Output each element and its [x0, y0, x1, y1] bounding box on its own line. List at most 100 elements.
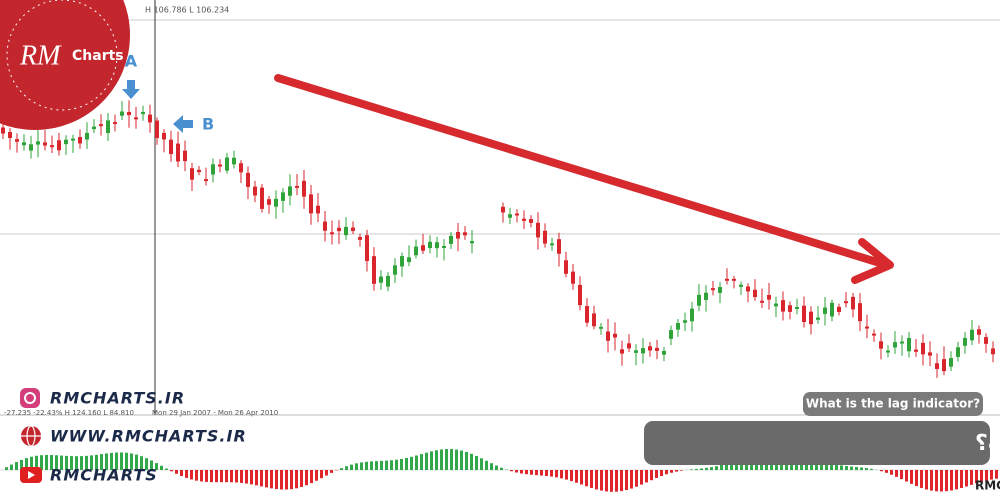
candle-body — [295, 185, 299, 188]
candle-body — [470, 240, 474, 244]
candle-body — [358, 237, 362, 240]
macd-bar — [170, 470, 173, 472]
macd-bar — [250, 470, 253, 485]
candle-body — [127, 111, 131, 116]
macd-bar — [980, 470, 983, 482]
macd-bar — [420, 454, 423, 470]
macd-bar — [120, 452, 123, 470]
macd-bar — [435, 450, 438, 470]
macd-bar — [585, 470, 588, 487]
macd-bar — [595, 470, 598, 490]
candle-body — [858, 303, 862, 322]
candle-body — [1, 127, 5, 134]
candle-body — [456, 231, 460, 239]
candle-body — [767, 294, 771, 300]
macd-bar — [200, 470, 203, 482]
candle-body — [43, 142, 47, 146]
macd-bar — [620, 470, 623, 492]
candle-body — [113, 121, 117, 124]
macd-bar — [670, 470, 673, 473]
candle-body — [921, 342, 925, 355]
macd-bar — [350, 464, 353, 470]
candle-body — [795, 306, 799, 309]
candle-body — [613, 333, 617, 338]
macd-bar — [635, 470, 638, 487]
candle-body — [543, 230, 547, 244]
candle-body — [330, 232, 334, 235]
macd-bar — [960, 470, 963, 489]
candle-body — [872, 333, 876, 336]
macd-bar — [485, 460, 488, 470]
candle-body — [162, 132, 166, 140]
macd-bar — [315, 470, 318, 481]
candle-body — [676, 323, 680, 330]
macd-bar — [95, 454, 98, 470]
candle-body — [372, 256, 376, 284]
macd-bar — [470, 453, 473, 470]
macd-bar — [295, 470, 298, 489]
candle-body — [788, 305, 792, 312]
candle-body — [267, 199, 271, 205]
macd-bar — [60, 455, 63, 470]
social-youtube: RMCHARTS — [50, 466, 158, 485]
candle-body — [592, 313, 596, 327]
candle-body — [78, 137, 82, 144]
candle-body — [739, 284, 743, 287]
macd-bar — [125, 452, 128, 470]
macd-bar — [430, 451, 433, 470]
macd-bar — [535, 470, 538, 476]
candle-body — [697, 294, 701, 306]
candle-body — [8, 131, 12, 138]
macd-bar — [990, 470, 993, 480]
candle-body — [428, 241, 432, 249]
macd-bar — [665, 470, 668, 475]
label-b: B — [202, 115, 214, 134]
macd-bar — [525, 470, 528, 475]
macd-bar — [290, 470, 293, 490]
macd-bar — [705, 467, 708, 470]
caption-title: نشانگر عقب ماندگی چیست؟ — [975, 429, 1000, 456]
macd-bar — [465, 451, 468, 470]
candle-body — [302, 180, 306, 197]
candle-body — [942, 359, 946, 372]
candle-body — [218, 164, 222, 167]
candle-body — [260, 187, 264, 209]
macd-bar — [90, 455, 93, 470]
macd-bar — [70, 456, 73, 470]
macd-bar — [5, 467, 8, 470]
macd-bar — [840, 465, 843, 470]
macd-bar — [15, 462, 18, 470]
macd-bar — [85, 455, 88, 470]
candle-body — [288, 186, 292, 196]
candle-body — [690, 308, 694, 322]
candle-body — [837, 306, 841, 312]
candle-body — [732, 278, 736, 281]
subtitle-box — [803, 392, 983, 416]
candle-body — [655, 347, 659, 351]
macd-bar — [890, 470, 893, 475]
candle-body — [746, 286, 750, 292]
candle-body — [449, 235, 453, 244]
macd-bar — [945, 470, 948, 492]
macd-bar — [30, 456, 33, 470]
candle-body — [134, 117, 138, 120]
candle-body — [106, 120, 110, 134]
instagram-icon — [20, 388, 40, 408]
candle-body — [648, 346, 652, 351]
candle-body — [442, 245, 446, 248]
candle-body — [365, 235, 369, 262]
candle-body — [571, 271, 575, 284]
macd-bar — [645, 470, 648, 483]
macd-bar — [45, 454, 48, 470]
macd-bar — [80, 456, 83, 470]
macd-bar — [690, 469, 693, 470]
candle-body — [421, 245, 425, 251]
macd-bar — [320, 470, 323, 479]
arrow-a — [122, 80, 140, 99]
macd-bar — [700, 468, 703, 470]
macd-bar — [40, 455, 43, 470]
macd-bar — [860, 467, 863, 470]
macd-bar — [10, 464, 13, 470]
macd-bar — [245, 470, 248, 484]
social-web: WWW.RMCHARTS.IR — [50, 427, 247, 446]
